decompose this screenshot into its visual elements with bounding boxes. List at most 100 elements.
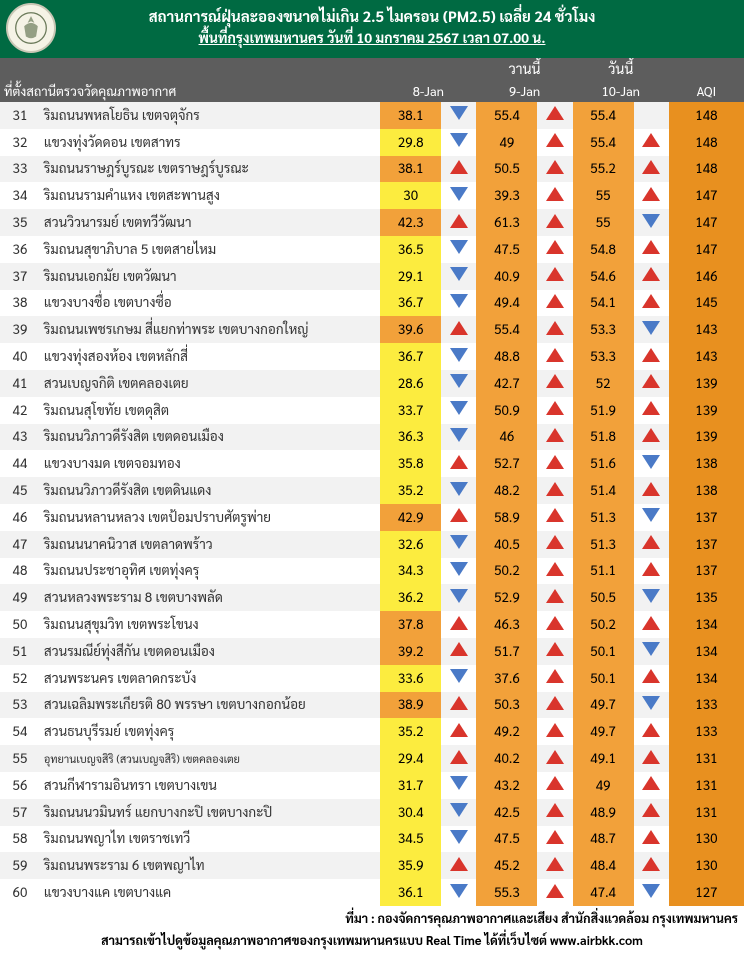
table-row: 37ริมถนนเอกมัย เขตวัฒนา29.140.954.6146 xyxy=(0,263,744,290)
station-name: สวนเฉลิมพระเกียรติ 80 พรรษา เขตบางกอกน้อ… xyxy=(40,692,380,719)
table-row: 41สวนเบญจกิติ เขตคลองเตย28.642.752139 xyxy=(0,370,744,397)
trend-down-icon xyxy=(441,370,476,397)
station-name: ริมถนนหลานหลวง เขตป้อมปราบศัตรูพ่าย xyxy=(40,504,380,531)
table-row: 45ริมถนนวิภาวดีรังสิต เขตดินแดง35.248.25… xyxy=(0,477,744,504)
report-footer: ที่มา : กองจัดการคุณภาพอากาศและเสียง สำน… xyxy=(0,906,744,956)
trend-up-icon xyxy=(441,316,476,343)
station-name: ริมถนนพหลโยธิน เขตจตุจักร xyxy=(40,102,380,129)
trend-up-icon xyxy=(537,718,572,745)
table-row: 44แขวงบางมด เขตจอมทอง35.852.751.6138 xyxy=(0,450,744,477)
trend-up-icon xyxy=(634,370,669,397)
trend-down-icon xyxy=(634,584,669,611)
col-today: วันนี้ xyxy=(573,58,669,80)
table-row: 47ริมถนนนาคนิวาส เขตลาดพร้าว32.640.551.3… xyxy=(0,531,744,558)
trend-down-icon xyxy=(634,316,669,343)
trend-up-icon xyxy=(537,129,572,156)
trend-down-icon xyxy=(441,343,476,370)
trend-down-icon xyxy=(441,584,476,611)
table-row: 34ริมถนนรามคำแหง เขตสะพานสูง3039.355147 xyxy=(0,182,744,209)
station-name: ริมถนนเอกมัย เขตวัฒนา xyxy=(40,263,380,290)
col-d1: 8-Jan xyxy=(380,80,476,102)
trend-up-icon xyxy=(441,638,476,665)
trend-up-icon xyxy=(634,611,669,638)
trend-down-icon xyxy=(634,879,669,906)
station-name: ริมถนนสุขุมวิท เขตพระโขนง xyxy=(40,611,380,638)
trend-up-icon xyxy=(441,209,476,236)
trend-down-icon xyxy=(634,504,669,531)
trend-up-icon xyxy=(537,638,572,665)
trend-up-icon xyxy=(634,665,669,692)
bkk-logo-icon xyxy=(6,3,56,53)
table-row: 36ริมถนนสุขาภิบาล 5 เขตสายไหม36.547.554.… xyxy=(0,236,744,263)
station-name: ริมถนนเพชรเกษม สี่แยกท่าพระ เขตบางกอกใหญ… xyxy=(40,316,380,343)
report-title: สถานการณ์ฝุ่นละอองขนาดไม่เกิน 2.5 ไมครอน… xyxy=(8,6,736,27)
trend-up-icon xyxy=(634,129,669,156)
station-name: สวนรมณีย์ทุ่งสีกัน เขตดอนเมือง xyxy=(40,638,380,665)
table-row: 51สวนรมณีย์ทุ่งสีกัน เขตดอนเมือง39.251.7… xyxy=(0,638,744,665)
trend-up-icon xyxy=(537,611,572,638)
trend-up-icon xyxy=(441,450,476,477)
trend-down-icon xyxy=(441,102,476,129)
table-row: 59ริมถนนพระราม 6 เขตพญาไท35.945.248.4130 xyxy=(0,852,744,879)
trend-up-icon xyxy=(537,156,572,183)
trend-up-icon xyxy=(634,236,669,263)
station-name: แขวงทุ่งสองห้อง เขตหลักสี่ xyxy=(40,343,380,370)
trend-up-icon xyxy=(537,424,572,451)
trend-down-icon xyxy=(441,531,476,558)
station-name: ริมถนนพระราม 6 เขตพญาไท xyxy=(40,852,380,879)
table-row: 32แขวงทุ่งวัดดอน เขตสาทร29.84955.4148 xyxy=(0,129,744,156)
report-subtitle: พื้นที่กรุงเทพมหานคร วันที่ 10 มกราคม 25… xyxy=(8,29,736,47)
table-row: 56สวนกีฬารามอินทรา เขตบางเขน31.743.24913… xyxy=(0,772,744,799)
trend-down-icon xyxy=(441,799,476,826)
trend-up-icon xyxy=(634,343,669,370)
trend-down-icon xyxy=(441,129,476,156)
station-name: สวนธนบุรีรมย์ เขตทุ่งครุ xyxy=(40,718,380,745)
station-name: สวนกีฬารามอินทรา เขตบางเขน xyxy=(40,772,380,799)
trend-up-icon xyxy=(634,290,669,317)
station-name: อุทยานเบญจสิริ (สวนเบญจสิริ) เขตคลองเตย xyxy=(40,745,380,772)
table-row: 49สวนหลวงพระราม 8 เขตบางพลัด36.252.950.5… xyxy=(0,584,744,611)
trend-up-icon xyxy=(537,504,572,531)
trend-up-icon xyxy=(537,290,572,317)
trend-up-icon xyxy=(634,852,669,879)
data-table-wrap: วานนี้ วันนี้ ที่ตั้งสถานีตรวจวัดคุณภาพอ… xyxy=(0,58,744,906)
trend-down-icon xyxy=(441,826,476,853)
table-row: 31ริมถนนพหลโยธิน เขตจตุจักร38.155.455.41… xyxy=(0,102,744,129)
trend-up-icon xyxy=(537,745,572,772)
table-row: 42ริมถนนสุโขทัย เขตดุสิต33.750.951.9139 xyxy=(0,397,744,424)
trend-up-icon xyxy=(441,745,476,772)
station-name: แขวงบางซื่อ เขตบางซื่อ xyxy=(40,290,380,317)
col-aqi: AQI xyxy=(669,80,744,102)
trend-up-icon xyxy=(634,772,669,799)
trend-up-icon xyxy=(537,397,572,424)
table-row: 52สวนพระนคร เขตลาดกระบัง33.637.650.1134 xyxy=(0,665,744,692)
station-name: ริมถนนรามคำแหง เขตสะพานสูง xyxy=(40,182,380,209)
trend-down-icon xyxy=(441,263,476,290)
trend-up-icon xyxy=(441,852,476,879)
table-row: 53สวนเฉลิมพระเกียรติ 80 พรรษา เขตบางกอกน… xyxy=(0,692,744,719)
station-name: ริมถนนพญาไท เขตราชเทวี xyxy=(40,826,380,853)
station-name: แขวงบางแค เขตบางแค xyxy=(40,879,380,906)
trend-up-icon xyxy=(634,397,669,424)
station-name: แขวงบางมด เขตจอมทอง xyxy=(40,450,380,477)
trend-up-icon xyxy=(537,558,572,585)
trend-up-icon xyxy=(537,477,572,504)
trend-down-icon xyxy=(441,290,476,317)
footer-link: สามารถเข้าไปดูข้อมูลคุณภาพอากาศของกรุงเท… xyxy=(6,932,738,948)
trend-up-icon xyxy=(537,182,572,209)
trend-up-icon xyxy=(634,718,669,745)
trend-down-icon xyxy=(441,772,476,799)
trend-up-icon xyxy=(634,182,669,209)
trend-none xyxy=(634,102,669,129)
trend-up-icon xyxy=(537,263,572,290)
pm25-table: วานนี้ วันนี้ ที่ตั้งสถานีตรวจวัดคุณภาพอ… xyxy=(0,58,744,906)
col-d3: 10-Jan xyxy=(573,80,669,102)
table-row: 46ริมถนนหลานหลวง เขตป้อมปราบศัตรูพ่าย42.… xyxy=(0,504,744,531)
trend-up-icon xyxy=(537,665,572,692)
station-name: สวนหลวงพระราม 8 เขตบางพลัด xyxy=(40,584,380,611)
trend-up-icon xyxy=(634,745,669,772)
trend-down-icon xyxy=(441,665,476,692)
table-row: 57ริมถนนนวมินทร์ แยกบางกะปิ เขตบางกะปิ30… xyxy=(0,799,744,826)
trend-up-icon xyxy=(537,879,572,906)
trend-up-icon xyxy=(537,772,572,799)
